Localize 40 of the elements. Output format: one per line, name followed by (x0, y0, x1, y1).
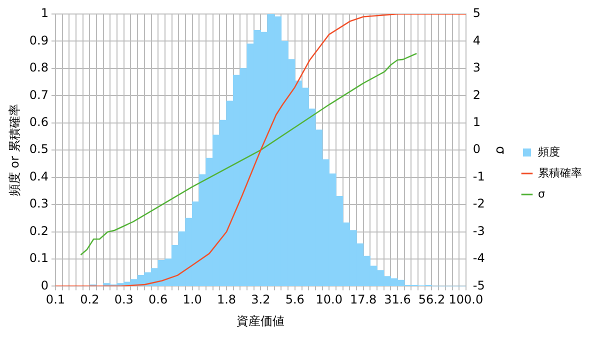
y2-axis-title: σ (492, 146, 508, 154)
x-tick-label: 0.6 (148, 292, 168, 307)
y2-tick-label: -4 (472, 251, 485, 266)
y-tick-label: 0.5 (29, 142, 48, 156)
x-tick-label: 0.3 (114, 292, 134, 307)
y-tick-label: 0 (40, 278, 48, 292)
x-tick-label: 56.2 (418, 292, 446, 307)
y2-tick-label: 5 (472, 6, 481, 20)
y-tick-label: 0.4 (29, 169, 48, 184)
y2-tick-label: -5 (472, 278, 485, 292)
y-tick-label: 0.9 (29, 33, 48, 48)
x-axis-title: 資産価値 (236, 314, 285, 328)
y-tick-label: 0.3 (29, 196, 48, 211)
y2-tick-label: -3 (472, 224, 485, 238)
x-tick-label: 1.0 (182, 292, 202, 307)
x-tick-label: 5.6 (285, 292, 304, 307)
y2-tick-label: 3 (472, 60, 481, 75)
x-tick-label: 0.2 (80, 292, 100, 307)
x-tick-label: 3.2 (251, 292, 270, 307)
y2-tick-label: 0 (472, 142, 481, 156)
legend-label: σ (538, 187, 545, 200)
y-tick-label: 0.8 (29, 60, 48, 75)
y2-tick-label: 2 (472, 88, 481, 102)
y2-tick-label: -1 (472, 169, 485, 184)
x-tick-label: 10.0 (316, 292, 342, 307)
y2-tick-label: 4 (472, 33, 481, 48)
legend-label: 累積確率 (538, 166, 582, 180)
y-tick-label: 0.6 (29, 115, 48, 130)
x-tick-label: 100.0 (448, 292, 484, 307)
y2-tick-label: 1 (472, 115, 481, 130)
y-tick-label: 0.1 (29, 251, 48, 266)
x-tick-label: 31.6 (384, 292, 411, 307)
x-tick-label: 1.8 (216, 292, 236, 307)
x-tick-label: 17.8 (350, 292, 377, 307)
y-tick-label: 0.7 (29, 88, 48, 102)
y2-tick-label: -2 (472, 196, 485, 211)
y-axis-title: 頻度 or 累積確率 (7, 104, 22, 196)
y-tick-label: 1 (40, 6, 48, 20)
y-tick-label: 0.2 (29, 224, 48, 238)
legend-label: 頻度 (538, 145, 560, 158)
